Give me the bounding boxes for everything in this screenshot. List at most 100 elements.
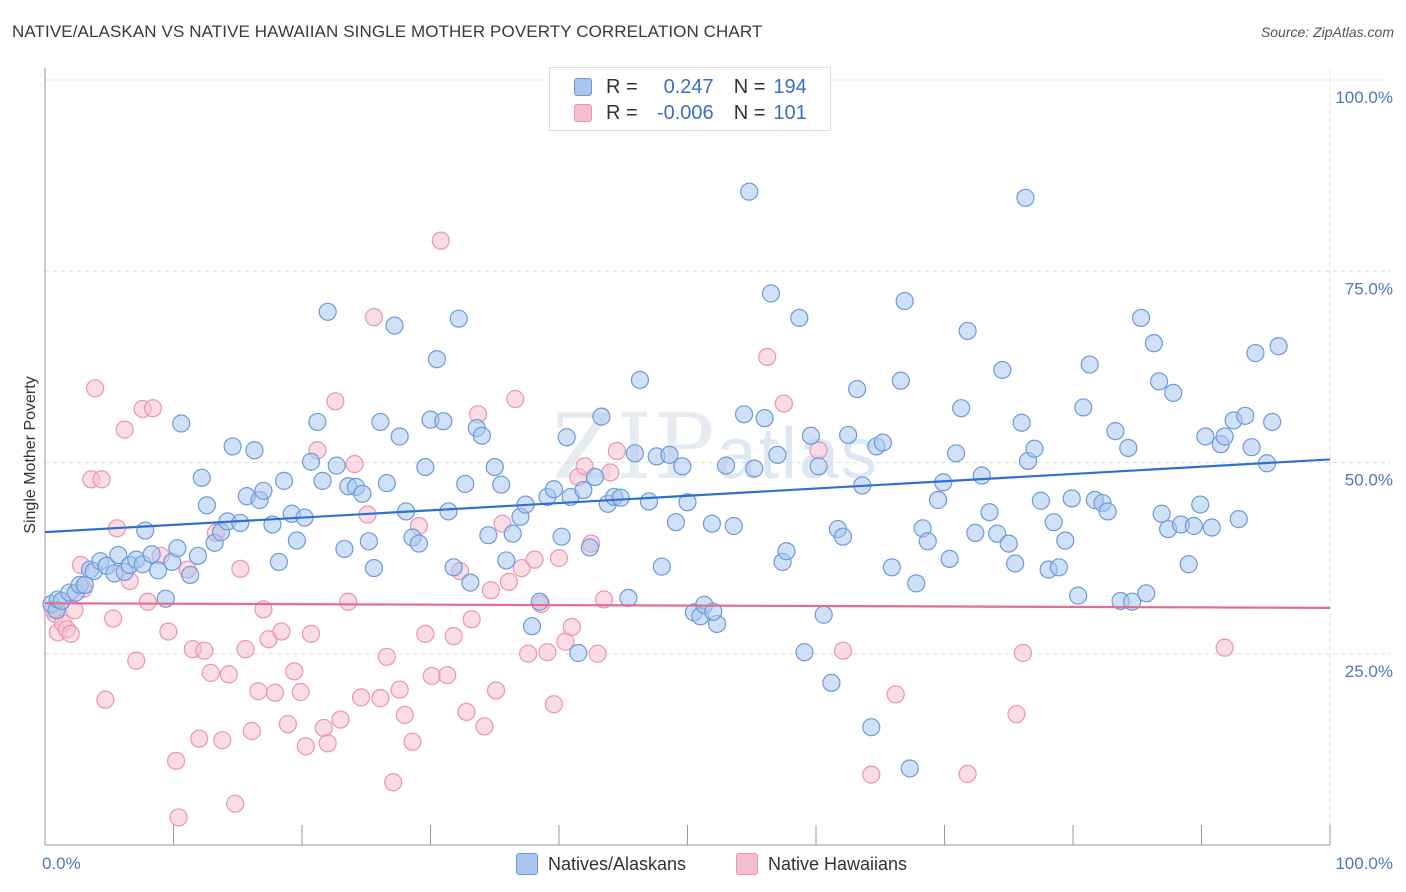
native-hawaiians-point <box>364 308 384 327</box>
natives-alaskans-point <box>472 426 491 445</box>
natives-alaskans-point <box>907 574 926 593</box>
native-hawaiians-point <box>65 601 84 620</box>
natives-alaskans-point <box>1012 413 1031 432</box>
legend-row-natives-alaskans: R = 0.247 N = 194 <box>574 75 807 99</box>
natives-alaskans-point <box>544 480 563 499</box>
natives-alaskans-point <box>274 471 294 490</box>
natives-alaskans-point <box>409 534 429 553</box>
natives-alaskans-point <box>136 521 155 540</box>
legend-r-value: 0.247 <box>663 75 714 98</box>
natives-alaskans-point <box>1016 188 1035 207</box>
natives-alaskans-point <box>390 427 409 446</box>
native-hawaiians-point <box>562 617 581 637</box>
natives-alaskans-point <box>702 514 722 533</box>
legend-r-label: R = <box>606 101 638 124</box>
natives-alaskans-point <box>1080 355 1099 374</box>
native-hawaiians-trend-line <box>44 602 1331 609</box>
native-hawaiians-point <box>475 717 494 736</box>
series-label: Native Hawaiians <box>768 853 908 874</box>
natives-alaskans-point <box>1119 438 1138 458</box>
native-hawaiians-point <box>958 764 977 783</box>
native-hawaiians-point <box>1007 705 1026 724</box>
native-hawaiians-point <box>438 666 457 685</box>
natives-alaskans-point <box>449 309 468 328</box>
natives-alaskans-point <box>231 513 250 533</box>
native-hawaiians-point <box>416 624 435 643</box>
y-axis-title: Single Mother Poverty <box>22 376 39 533</box>
native-hawaiians-point <box>1013 643 1032 663</box>
native-hawaiians-point <box>166 751 186 770</box>
natives-alaskans-point <box>427 350 447 369</box>
natives-alaskans-point <box>1123 592 1142 611</box>
native-hawaiians-point <box>588 644 607 663</box>
natives-alaskans-point <box>745 459 764 478</box>
natives-alaskans-point <box>168 539 187 558</box>
natives-alaskans-point <box>557 428 576 447</box>
natives-alaskans-point <box>1056 531 1075 550</box>
natives-alaskans-point <box>269 552 288 572</box>
natives-alaskans-point <box>580 538 599 557</box>
natives-alaskans-point <box>254 481 273 500</box>
native-hawaiians-point <box>169 808 188 827</box>
natives-alaskans-point <box>833 527 853 546</box>
natives-alaskans-point <box>335 539 354 559</box>
native-hawaiians-point <box>395 705 414 725</box>
native-hawaiians-point <box>462 610 481 629</box>
natives-alaskans-point <box>245 441 264 460</box>
series-label: Natives/Alaskans <box>548 853 687 874</box>
natives-alaskans-point <box>761 284 781 303</box>
pink-swatch <box>736 853 758 875</box>
native-hawaiians-point <box>499 572 518 591</box>
natives-alaskans-point <box>148 561 168 580</box>
natives-alaskans-point <box>1202 518 1221 537</box>
native-hawaiians-point <box>104 609 123 628</box>
natives-alaskans-point <box>223 437 242 456</box>
native-hawaiians-point <box>219 665 238 684</box>
x-tick-label: 0.0% <box>42 854 81 873</box>
natives-alaskans-point <box>660 445 679 464</box>
natives-alaskans-points <box>42 182 1288 778</box>
natives-alaskans-point <box>900 759 919 778</box>
natives-alaskans-point <box>619 588 638 608</box>
native-hawaiians-point <box>314 718 333 738</box>
native-hawaiians-point <box>774 394 793 413</box>
native-hawaiians-point <box>127 651 146 670</box>
natives-alaskans-point <box>809 457 828 476</box>
native-hawaiians-point <box>296 737 315 756</box>
natives-alaskans-point <box>1242 438 1261 457</box>
natives-alaskans-point <box>755 409 774 428</box>
natives-alaskans-point <box>172 414 191 433</box>
chart-title: NATIVE/ALASKAN VS NATIVE HAWAIIAN SINGLE… <box>12 22 763 41</box>
y-tick-label: 75.0% <box>1345 279 1393 298</box>
natives-alaskans-point <box>999 534 1018 553</box>
natives-alaskans-point <box>1106 422 1125 441</box>
native-hawaiians-point <box>265 683 285 702</box>
legend-n-value: 194 <box>773 75 807 98</box>
native-hawaiians-point <box>226 794 245 813</box>
natives-alaskans-point <box>1191 495 1210 514</box>
native-hawaiians-point <box>486 681 506 700</box>
natives-alaskans-point <box>1246 344 1265 363</box>
native-hawaiians-point <box>384 773 403 792</box>
native-hawaiians-point <box>249 682 268 701</box>
native-hawaiians-point <box>326 392 345 411</box>
natives-alaskans-point <box>873 433 892 452</box>
natives-alaskans-point <box>795 643 814 662</box>
natives-alaskans-point <box>1137 584 1156 603</box>
native-hawaiians-point <box>339 592 358 611</box>
natives-alaskans-point <box>666 513 686 532</box>
natives-alaskans-point <box>479 526 498 545</box>
natives-alaskans-point <box>1229 510 1248 529</box>
native-hawaiians-point <box>833 641 853 660</box>
natives-alaskans-point <box>585 467 605 487</box>
natives-alaskans-point <box>313 471 332 490</box>
native-hawaiians-point <box>403 732 422 751</box>
native-hawaiians-point <box>278 715 297 734</box>
natives-alaskans-point <box>552 527 571 546</box>
natives-alaskans-point <box>966 523 985 542</box>
native-hawaiians-point <box>506 389 525 409</box>
native-hawaiians-point <box>538 643 557 662</box>
natives-alaskans-point <box>444 558 463 577</box>
legend-r-label: R = <box>606 75 638 98</box>
native-hawaiians-point <box>758 347 777 367</box>
